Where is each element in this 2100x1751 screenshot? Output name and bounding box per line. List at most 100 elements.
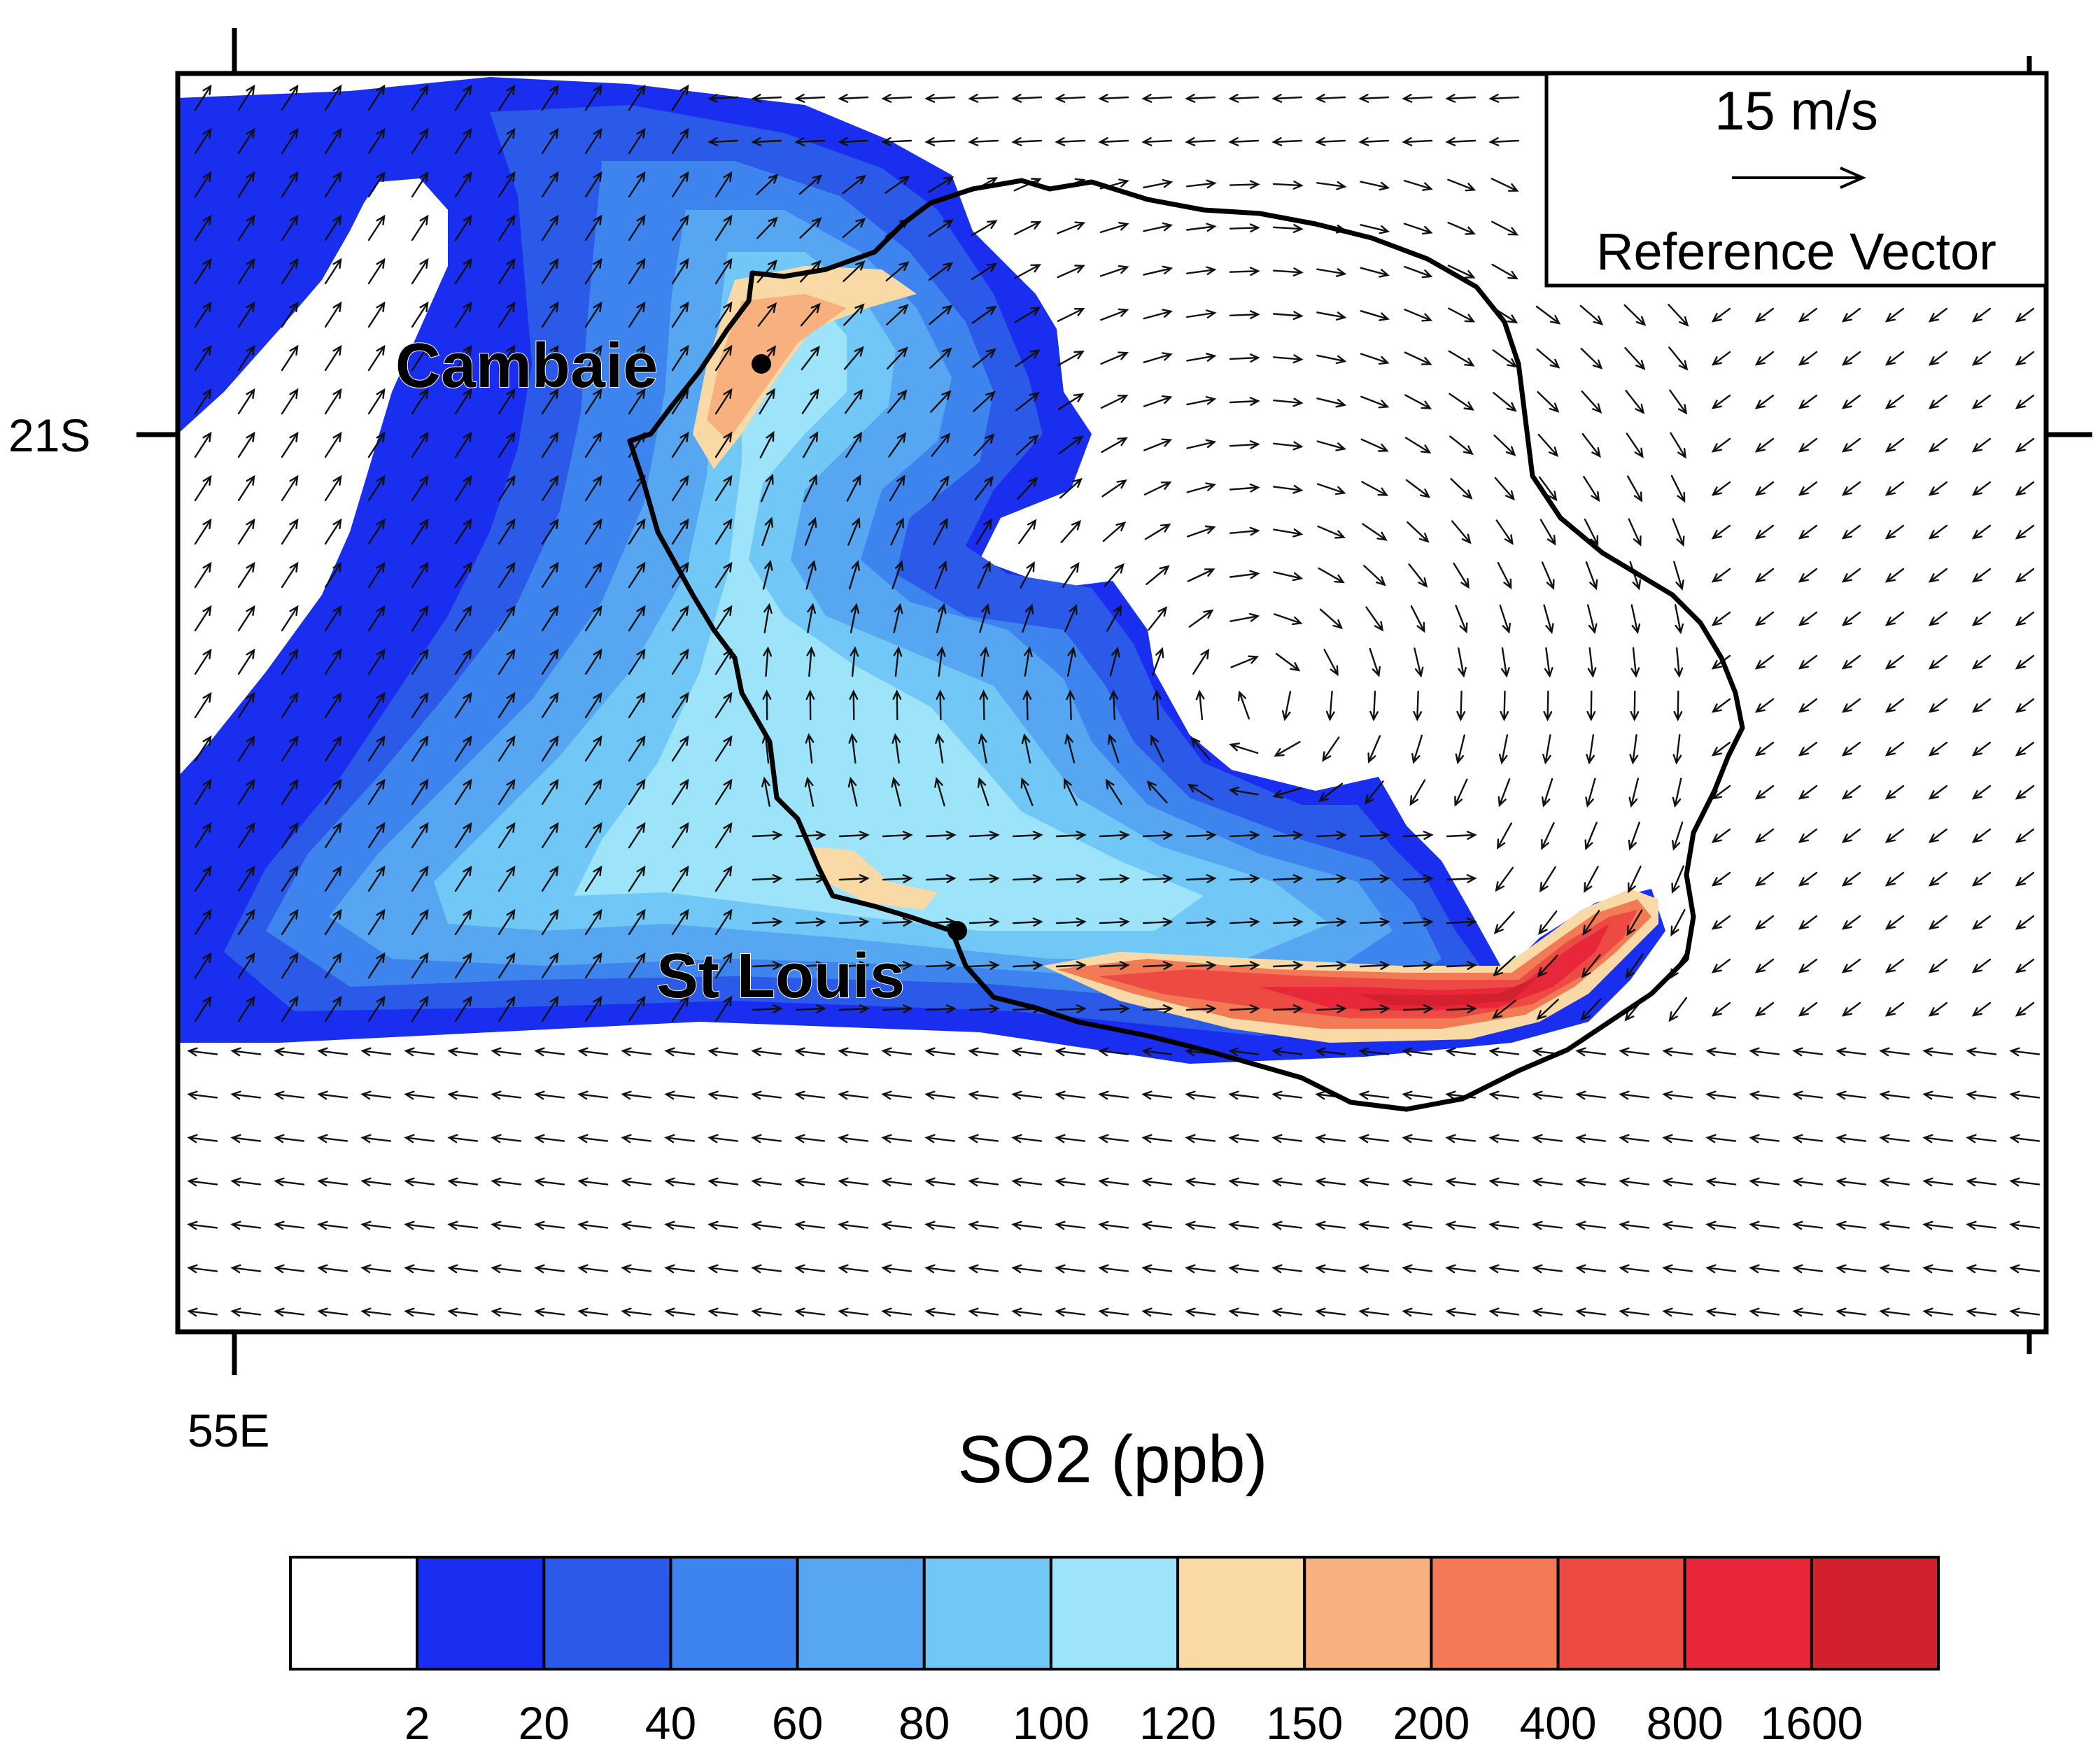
- wind-arrow: [1315, 1264, 1346, 1274]
- wind-arrow: [317, 1134, 348, 1144]
- wind-arrow: [1146, 565, 1170, 585]
- wind-arrow: [584, 691, 602, 719]
- wind-arrow: [1055, 1090, 1086, 1100]
- wind-arrow: [1627, 475, 1643, 502]
- wind-arrow: [1798, 611, 1818, 626]
- wind-arrow: [194, 605, 212, 632]
- wind-arrow: [1229, 613, 1260, 622]
- wind-arrow: [671, 778, 689, 806]
- wind-arrow: [671, 518, 689, 545]
- wind-arrow: [892, 733, 901, 764]
- wind-arrow: [1539, 476, 1558, 502]
- wind-arrow: [194, 84, 212, 111]
- wind-arrow: [498, 778, 516, 806]
- wind-arrow: [187, 1134, 218, 1144]
- wind-arrow: [324, 822, 342, 849]
- wind-arrow: [194, 735, 212, 762]
- wind-arrow: [1143, 438, 1173, 451]
- wind-arrow: [1575, 1307, 1607, 1317]
- wind-arrow: [584, 258, 602, 285]
- wind-arrow: [447, 1221, 479, 1230]
- wind-arrow: [1928, 958, 1948, 973]
- wind-arrow: [968, 1307, 999, 1317]
- wind-arrow: [317, 1264, 348, 1274]
- wind-arrow: [887, 389, 908, 414]
- wind-arrow: [1971, 351, 1992, 366]
- wind-arrow: [1499, 604, 1511, 634]
- wind-arrow: [838, 917, 870, 927]
- wind-arrow: [498, 84, 516, 111]
- wind-arrow: [1971, 871, 1992, 887]
- wind-arrow: [1055, 961, 1087, 970]
- so2-contour-150: [707, 294, 847, 441]
- wind-arrow: [882, 1004, 913, 1013]
- wind-arrow: [454, 995, 472, 1022]
- wind-arrow: [1928, 611, 1948, 626]
- wind-arrow: [324, 301, 342, 328]
- wind-arrow: [317, 1047, 348, 1057]
- wind-arrow: [367, 214, 386, 241]
- wind-arrow: [1493, 955, 1516, 977]
- wind-arrow: [1403, 179, 1433, 191]
- wind-arrow: [1971, 958, 1992, 973]
- wind-arrow: [454, 691, 472, 719]
- wind-arrow: [498, 561, 516, 589]
- wind-arrow: [1228, 137, 1260, 146]
- wind-arrow: [187, 1264, 218, 1274]
- wind-arrow: [1488, 1047, 1520, 1057]
- wind-arrow: [751, 1134, 782, 1144]
- wind-arrow: [230, 1307, 262, 1317]
- wind-arrow: [1059, 477, 1083, 499]
- wind-arrow: [1662, 1264, 1693, 1274]
- wind-arrow: [1358, 1090, 1390, 1100]
- wind-arrow: [1662, 1221, 1693, 1230]
- wind-arrow: [1402, 961, 1434, 970]
- wind-arrow: [1364, 780, 1384, 805]
- wind-arrow: [838, 961, 870, 970]
- wind-arrow: [1402, 137, 1433, 146]
- wind-arrow: [534, 1307, 565, 1317]
- wind-arrow: [1185, 1090, 1216, 1100]
- wind-arrow: [881, 1134, 912, 1144]
- wind-arrow: [1316, 831, 1347, 840]
- wind-arrow: [1501, 647, 1510, 678]
- wind-arrow: [404, 1307, 435, 1317]
- wind-arrow: [1012, 874, 1043, 883]
- wind-arrow: [882, 917, 913, 927]
- wind-arrow: [1012, 917, 1043, 927]
- wind-arrow: [1587, 604, 1598, 635]
- wind-arrow: [411, 648, 429, 675]
- wind-arrow: [1013, 220, 1042, 235]
- wind-arrow: [1141, 137, 1173, 146]
- wind-arrow: [1404, 394, 1432, 409]
- wind-arrow: [1066, 646, 1077, 677]
- wind-arrow: [1273, 613, 1303, 626]
- wind-arrow: [664, 1090, 696, 1100]
- wind-arrow: [317, 1177, 348, 1187]
- wind-arrow: [274, 1047, 305, 1057]
- wind-arrow: [1705, 1264, 1737, 1274]
- wind-arrow: [882, 874, 913, 883]
- wind-arrow: [1535, 305, 1561, 325]
- wind-arrow: [968, 137, 999, 146]
- wind-arrow: [1884, 1001, 1905, 1017]
- wind-arrow: [714, 301, 733, 328]
- wind-arrow: [1402, 1090, 1433, 1100]
- wind-arrow: [1099, 917, 1130, 927]
- wind-arrow: [1229, 353, 1260, 363]
- wind-arrow: [1451, 520, 1472, 544]
- island-coastline: [627, 178, 1745, 1112]
- wind-arrow: [1100, 351, 1129, 365]
- wind-arrow: [1447, 221, 1476, 235]
- wind-arrow: [1835, 1307, 1867, 1317]
- wind-arrow: [1711, 698, 1731, 713]
- wind-arrow: [1143, 395, 1173, 407]
- wind-arrow: [929, 347, 952, 369]
- wind-arrow: [628, 258, 646, 285]
- wind-arrow: [1449, 435, 1474, 456]
- wind-arrow: [1537, 391, 1560, 413]
- wind-arrow: [974, 475, 994, 501]
- wind-arrow: [274, 1090, 305, 1100]
- wind-arrow: [1271, 137, 1303, 146]
- wind-arrow: [1711, 958, 1731, 973]
